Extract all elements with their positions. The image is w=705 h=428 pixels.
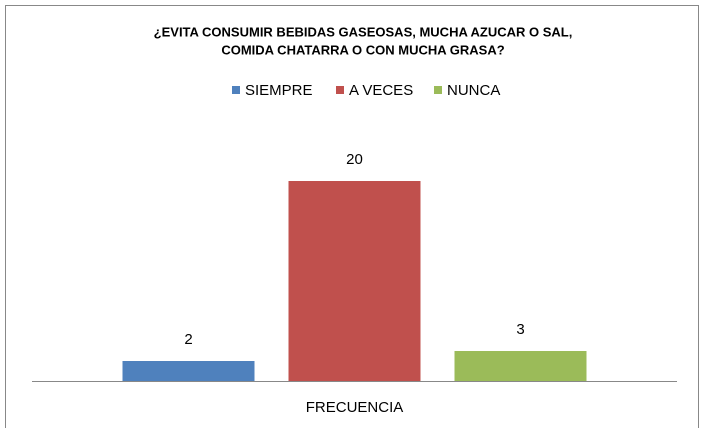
legend-label: A VECES [349,82,413,99]
bar [122,361,255,381]
chart-title: ¿EVITA CONSUMIR BEBIDAS GASEOSAS, MUCHA … [154,24,573,39]
x-tick-label: FRECUENCIA [306,399,404,416]
legend-swatch [232,86,240,94]
data-label: 3 [516,321,524,338]
bar [454,351,587,381]
legend-swatch [434,86,442,94]
chart-title: COMIDA CHATARRA O CON MUCHA GRASA? [221,42,504,57]
legend-label: SIEMPRE [245,82,313,99]
legend-swatch [336,86,344,94]
data-label: 20 [346,151,363,168]
legend-label: NUNCA [447,82,500,99]
data-label: 2 [184,331,192,348]
bar [288,181,421,381]
